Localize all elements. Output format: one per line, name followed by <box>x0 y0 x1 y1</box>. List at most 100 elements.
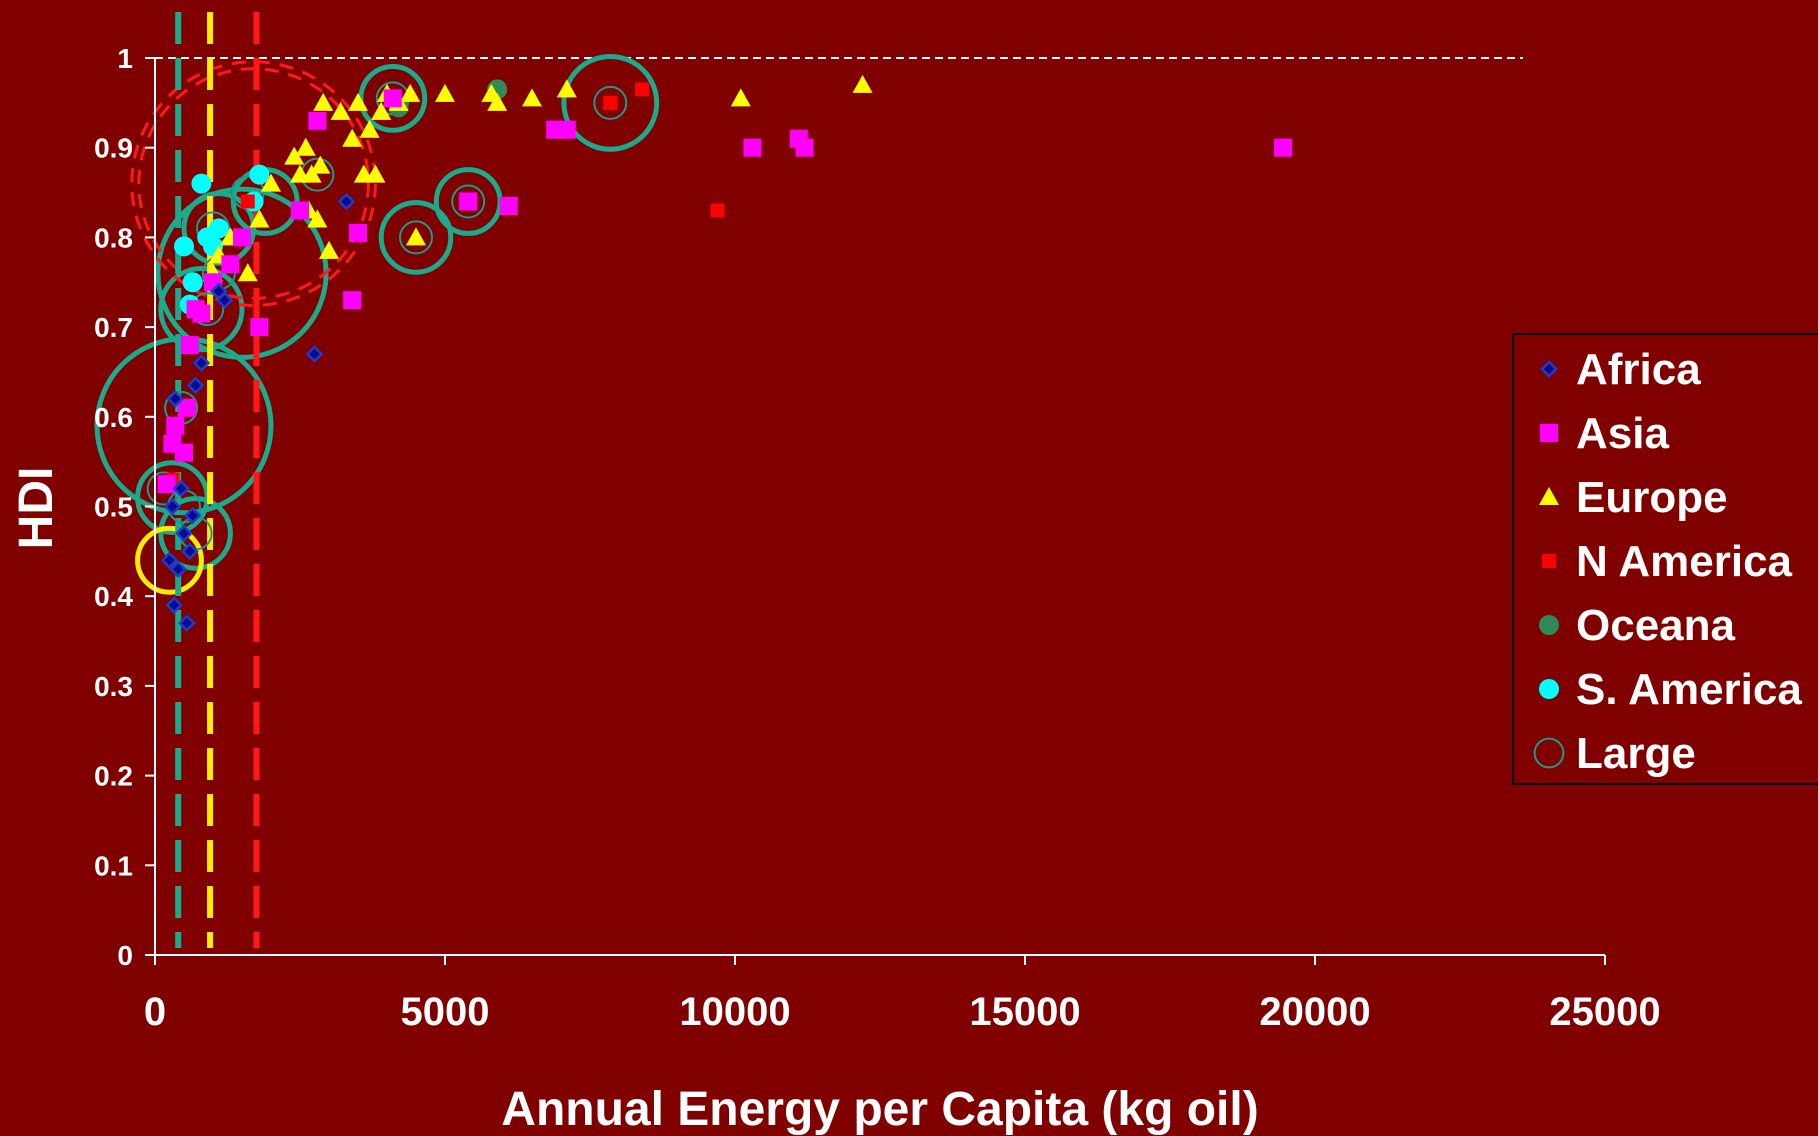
x-tick-label: 15000 <box>969 990 1080 1034</box>
point-africa <box>183 506 202 525</box>
y-tick-label: 0.8 <box>94 222 133 253</box>
legend-label-asia: Asia <box>1576 409 1669 458</box>
legend-label-s-america: S. America <box>1576 665 1802 714</box>
point-europe <box>330 101 351 120</box>
highlight-circle-green <box>378 200 454 275</box>
series-europe <box>203 74 873 282</box>
legend-item-large: Large <box>1533 729 1696 778</box>
y-tick-label: 0.4 <box>94 581 133 612</box>
point-s-america <box>249 164 270 185</box>
point-africa <box>305 345 324 363</box>
point-africa <box>163 497 182 516</box>
point-europe <box>307 209 328 228</box>
point-asia <box>308 111 327 130</box>
x-tick-label: 20000 <box>1259 990 1370 1034</box>
legend-item-s-america: S. America <box>1539 665 1802 714</box>
point-asia <box>795 138 814 157</box>
point-asia <box>233 228 251 247</box>
point-europe <box>406 227 426 246</box>
point-asia <box>177 398 196 417</box>
point-s-america <box>191 173 212 194</box>
point-europe <box>319 240 339 259</box>
point-asia <box>1274 138 1293 157</box>
point-europe <box>400 83 421 102</box>
point-europe <box>342 128 363 147</box>
highlight-circle-green <box>158 496 233 571</box>
legend-box <box>1512 333 1818 785</box>
y-axis-title: HDI <box>10 467 63 550</box>
point-europe <box>522 88 542 107</box>
dashed-arc-outer <box>130 60 377 307</box>
threshold-lines <box>175 12 260 948</box>
legend-marker-s-america <box>1539 679 1559 699</box>
point-asia <box>250 318 269 337</box>
point-europe <box>313 92 334 111</box>
point-africa <box>165 596 183 614</box>
x-tick-label: 0 <box>144 990 166 1034</box>
y-tick-label: 0.5 <box>94 492 133 523</box>
y-axis-ticks: 0 0.1 0.2 0.3 0.4 0.5 0.6 0.7 0.8 0.9 1 <box>94 43 155 971</box>
point-asia <box>383 89 402 108</box>
point-europe <box>556 79 577 98</box>
legend-label-africa: Africa <box>1576 345 1701 394</box>
highlight-circle-green <box>561 53 660 152</box>
point-europe <box>371 101 392 120</box>
legend-marker-n-america <box>1542 554 1556 568</box>
y-tick-label: 0.9 <box>94 133 133 164</box>
point-europe <box>730 88 751 107</box>
point-europe <box>310 155 331 174</box>
legend-label-oceana: Oceana <box>1576 601 1736 650</box>
point-europe <box>365 164 386 183</box>
x-tick-label: 25000 <box>1549 990 1660 1034</box>
legend-item-n-america: N America <box>1542 537 1793 586</box>
point-s-america <box>174 236 194 257</box>
point-africa <box>186 376 205 395</box>
point-asia <box>157 475 176 494</box>
point-asia <box>291 201 309 220</box>
x-axis-ticks: 0 5000 10000 15000 20000 25000 <box>144 955 1661 1034</box>
point-europe <box>359 119 380 138</box>
legend-marker-oceana <box>1539 615 1559 635</box>
legend-item-africa: Africa <box>1540 345 1701 394</box>
series-africa <box>160 192 356 632</box>
point-europe <box>435 83 455 102</box>
point-asia <box>499 197 518 216</box>
data-points <box>146 74 1293 632</box>
y-tick-label: 0.1 <box>94 850 133 881</box>
legend-label-europe: Europe <box>1576 473 1728 522</box>
plot-area: 0 5000 10000 15000 20000 25000 00.10.20.30.40… <box>94 12 1661 1034</box>
point-n-america <box>710 203 725 218</box>
legend-item-oceana: Oceana <box>1539 601 1736 650</box>
x-axis-title: Annual Energy per Capita (kg oil) <box>501 1083 1258 1136</box>
point-large <box>451 184 486 219</box>
point-europe <box>261 173 281 192</box>
point-europe <box>237 263 258 282</box>
point-africa <box>181 542 199 561</box>
y-tick-label: 0.7 <box>94 312 133 343</box>
y-tick-label: 1 <box>117 43 133 74</box>
point-europe <box>852 74 873 93</box>
legend-label-n-america: N America <box>1576 537 1793 586</box>
series-n-america <box>165 82 725 487</box>
legend-marker-asia <box>1540 424 1558 442</box>
series-large <box>146 81 628 551</box>
point-africa <box>178 614 196 632</box>
point-africa <box>172 479 190 498</box>
point-s-america <box>182 272 203 293</box>
point-asia <box>343 291 362 310</box>
legend-marker-europe <box>1539 487 1559 505</box>
y-tick-label: 0.6 <box>94 402 133 433</box>
y-tick-label: 0 <box>117 940 133 971</box>
y-tick-label: 0.3 <box>94 671 133 702</box>
point-s-america <box>208 218 229 239</box>
point-africa <box>166 390 185 408</box>
point-asia <box>175 443 193 462</box>
point-asia <box>221 255 240 274</box>
point-large <box>399 220 433 255</box>
legend-item-asia: Asia <box>1540 409 1669 458</box>
point-asia <box>180 336 199 355</box>
point-africa <box>192 354 211 372</box>
highlight-circle-yellow <box>135 525 204 595</box>
legend: Africa Asia Europe N America Oceana S. Americ… <box>1512 333 1818 785</box>
y-tick-label: 0.2 <box>94 761 133 792</box>
